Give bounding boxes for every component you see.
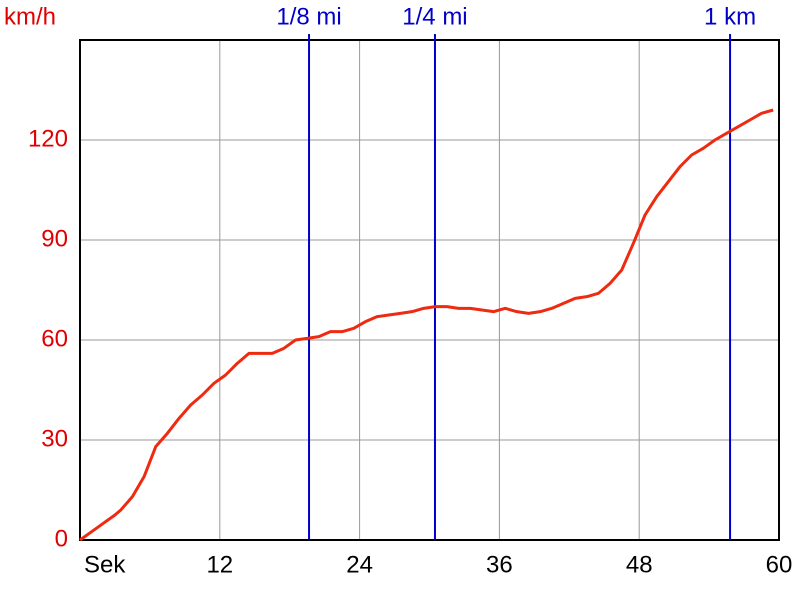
distance-marker-label: 1 km [704, 3, 756, 30]
y-tick-label: 30 [41, 425, 68, 452]
speed-line [79, 108, 774, 542]
y-axis-label: km/h [4, 3, 56, 30]
x-tick-label: 12 [206, 551, 233, 578]
y-tick-label: 0 [55, 525, 68, 552]
y-tick-label: 120 [28, 125, 68, 152]
x-tick-label: 24 [346, 551, 373, 578]
x-tick-label: 48 [626, 551, 653, 578]
y-tick-label: 90 [41, 225, 68, 252]
x-tick-label: 60 [766, 551, 793, 578]
distance-marker-label: 1/4 mi [402, 3, 467, 30]
x-tick-label: 36 [486, 551, 513, 578]
plot-frame [79, 39, 780, 541]
x-tick-label: Sek [84, 551, 126, 578]
distance-marker-label: 1/8 mi [276, 3, 341, 30]
y-tick-label: 60 [41, 325, 68, 352]
